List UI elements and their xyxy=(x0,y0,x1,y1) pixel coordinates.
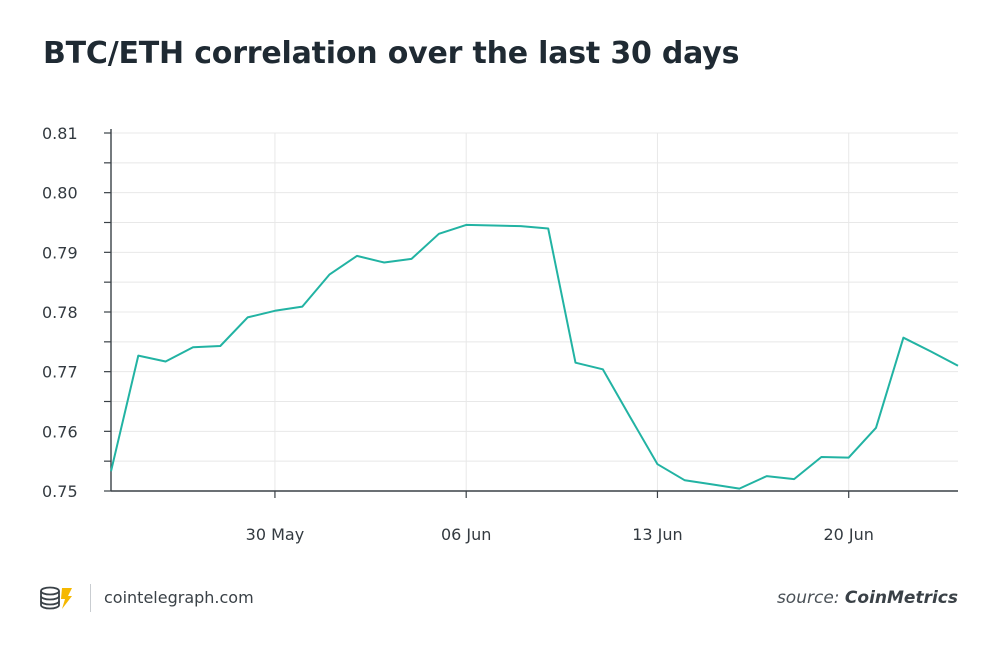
x-tick-label: 06 Jun xyxy=(441,525,491,544)
y-tick-label: 0.78 xyxy=(42,303,78,322)
y-tick-label: 0.79 xyxy=(42,243,78,262)
source-name: CoinMetrics xyxy=(844,588,958,608)
y-tick-label: 0.75 xyxy=(42,482,78,501)
tick-labels: 0.81 0.80 0.79 0.78 0.77 0.76 0.75 30 May 06 Jun… xyxy=(42,124,874,544)
y-tick-label: 0.81 xyxy=(42,124,78,143)
axes xyxy=(104,129,958,498)
x-tick-label: 30 May xyxy=(246,525,305,544)
footer-separator xyxy=(90,584,91,612)
grid xyxy=(111,132,958,492)
footer-source: source: CoinMetrics xyxy=(777,588,958,608)
x-tick-label: 20 Jun xyxy=(823,525,873,544)
footer-site-link[interactable]: cointelegraph.com xyxy=(104,588,254,607)
y-tick-label: 0.80 xyxy=(42,184,78,203)
series-layer xyxy=(110,223,959,490)
y-tick-label: 0.76 xyxy=(42,422,78,441)
series-line xyxy=(110,223,959,490)
x-tick-label: 13 Jun xyxy=(632,525,682,544)
cointelegraph-logo-icon xyxy=(40,586,72,610)
y-tick-label: 0.77 xyxy=(42,363,78,382)
chart-title: BTC/ETH correlation over the last 30 day… xyxy=(43,36,740,71)
source-prefix: source: xyxy=(776,588,840,608)
